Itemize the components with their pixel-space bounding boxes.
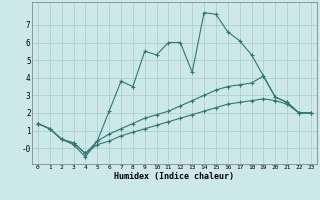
X-axis label: Humidex (Indice chaleur): Humidex (Indice chaleur) — [115, 172, 234, 181]
